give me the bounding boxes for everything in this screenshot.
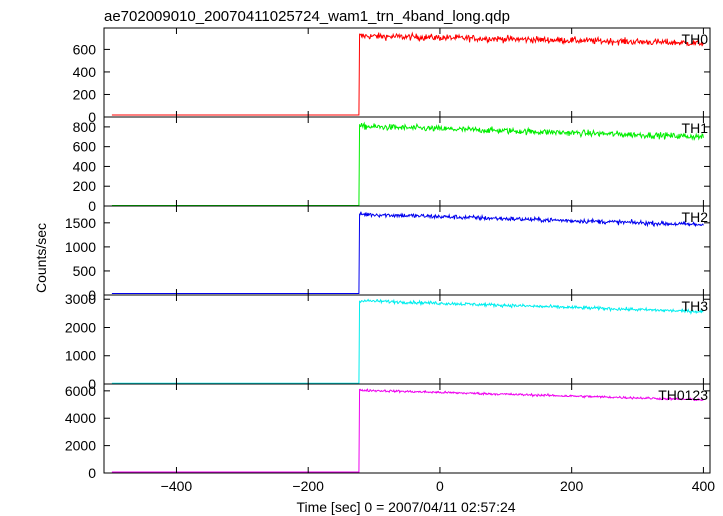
series-label-th3: TH3: [682, 298, 709, 314]
panel-frame: [103, 383, 711, 474]
y-tick-label: 3000: [65, 291, 96, 307]
y-tick-label: 2000: [65, 319, 96, 335]
series-label-th0: TH0: [682, 31, 709, 47]
chart-title: ae702009010_20070411025724_wam1_trn_4ban…: [104, 8, 510, 25]
series-line-th0123: [111, 388, 704, 473]
panel-frame: [103, 116, 711, 207]
y-tick-label: 400: [73, 158, 97, 174]
y-tick-label: 200: [73, 178, 97, 194]
y-tick-label: 6000: [65, 383, 96, 399]
y-tick-label: 0: [88, 198, 96, 214]
y-tick-label: 500: [73, 263, 97, 279]
y-tick-label: 0: [88, 109, 96, 125]
y-tick-label: 600: [73, 139, 97, 155]
y-axis-label: Counts/sec: [33, 223, 49, 293]
y-tick-label: 0: [88, 376, 96, 392]
y-tick-label: 600: [73, 41, 97, 57]
y-tick-label: 200: [73, 86, 97, 102]
x-tick-label: 400: [692, 478, 716, 494]
series-line-th3: [111, 298, 704, 384]
x-tick-label: −400: [161, 478, 193, 494]
x-axis-label: Time [sec] 0 = 2007/04/11 02:57:24: [296, 499, 515, 515]
series-label-th0123: TH0123: [658, 387, 708, 403]
y-tick-label: 2000: [65, 438, 96, 454]
panel-th3: 0 1000 2000 3000 TH3: [65, 291, 711, 392]
panel-th0: 0 200 400 600 TH0: [73, 27, 711, 125]
x-tick-label: −200: [292, 478, 324, 494]
y-tick-label: 800: [73, 119, 97, 135]
panel-th1: 0 200 400 600 800 TH1: [73, 116, 711, 214]
y-tick-label: 1000: [65, 348, 96, 364]
panel-th0123: 0 2000 4000 6000 TH0123: [65, 383, 711, 481]
panels-group: 0 200 400 600 TH0 0 200 400 600 800 TH1 0 500 1000 150…: [65, 27, 716, 494]
y-tick-label: 1000: [65, 239, 96, 255]
panel-th2: 0 500 1000 1500 TH2: [65, 205, 711, 303]
series-label-th2: TH2: [682, 209, 709, 225]
y-tick-label: 400: [73, 64, 97, 80]
panel-frame: [103, 205, 711, 296]
series-line-th2: [111, 211, 704, 295]
series-line-th1: [111, 121, 704, 206]
series-label-th1: TH1: [682, 120, 709, 136]
y-tick-label: 0: [88, 287, 96, 303]
y-tick-label: 4000: [65, 410, 96, 426]
x-tick-label: 0: [436, 478, 444, 494]
x-tick-label: 200: [560, 478, 584, 494]
series-line-th0: [111, 31, 704, 116]
y-tick-label: 1500: [65, 215, 96, 231]
y-tick-label: 0: [88, 465, 96, 481]
